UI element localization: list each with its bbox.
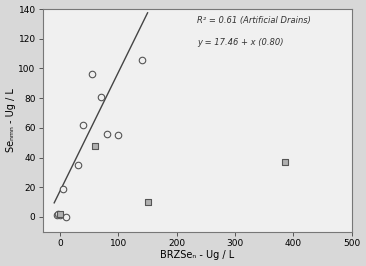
Point	[57, 213, 63, 218]
Point	[139, 57, 145, 62]
Point	[282, 160, 288, 164]
Point	[92, 143, 98, 148]
Text: y = 17.46 + x (0.80): y = 17.46 + x (0.80)	[197, 38, 284, 47]
Point	[98, 94, 104, 99]
Point	[57, 212, 63, 216]
X-axis label: BRZSeₙ - Ug / L: BRZSeₙ - Ug / L	[160, 251, 234, 260]
Text: R² = 0.61 (Artificial Drains): R² = 0.61 (Artificial Drains)	[197, 16, 311, 25]
Y-axis label: Seₙₘₙ - Ug / L: Seₙₘₙ - Ug / L	[5, 89, 16, 152]
Point	[81, 123, 86, 127]
Point	[104, 132, 110, 136]
Point	[75, 163, 81, 167]
Point	[89, 72, 95, 77]
Point	[60, 186, 66, 191]
Point	[63, 215, 69, 219]
Point	[115, 133, 121, 137]
Point	[55, 212, 61, 216]
Point	[145, 200, 150, 204]
Point	[54, 213, 60, 218]
